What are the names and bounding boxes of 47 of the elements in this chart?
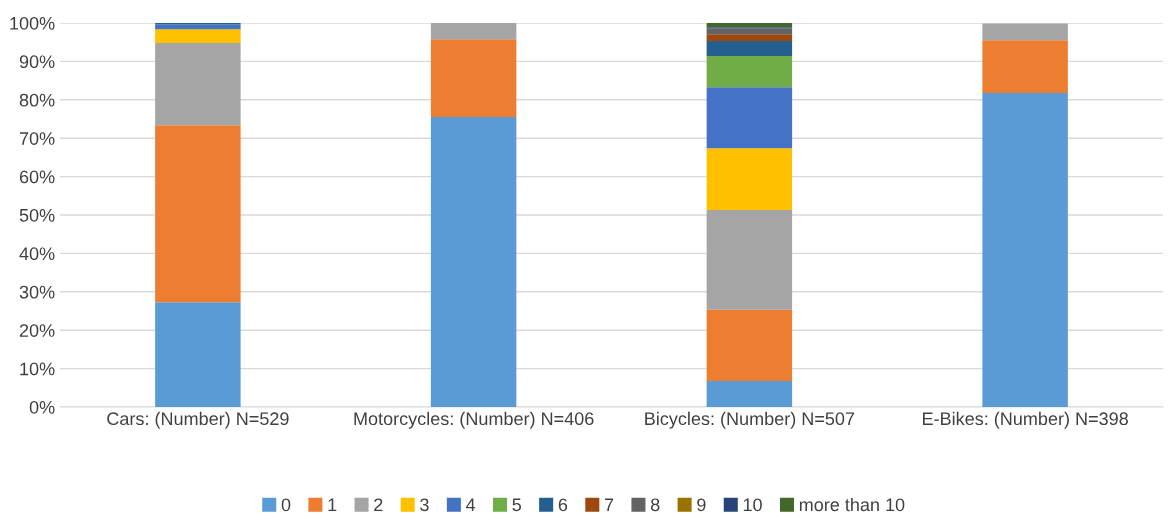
bar	[706, 56, 793, 88]
y-tick-label: 20%	[19, 324, 55, 337]
bar	[430, 23, 517, 40]
legend-label: more than 10	[799, 497, 905, 512]
x-tick-label: Motorcycles: (Number) N=406	[354, 411, 594, 429]
legend-label: 4	[466, 498, 476, 511]
bar	[982, 40, 1068, 93]
bar	[706, 23, 793, 28]
y-tick-label: 100%	[10, 16, 55, 30]
legend-label: 1	[328, 498, 337, 511]
bar	[982, 92, 1068, 407]
bar	[706, 87, 793, 149]
y-tick-label: 10%	[20, 362, 55, 376]
y-tick-label: 0%	[29, 400, 55, 414]
bar	[706, 41, 793, 57]
y-tick-label: 80%	[19, 93, 55, 107]
legend-label: 3	[420, 498, 429, 512]
x-tick-label: Cars: (Number) N=529	[107, 411, 289, 429]
legend-label: 0	[281, 498, 291, 512]
legend-label: 8	[650, 498, 660, 512]
bar	[155, 125, 241, 303]
legend-label: 5	[512, 498, 522, 512]
x-tick-label: E-Bikes: (Number) N=398	[923, 411, 1128, 429]
bar	[706, 210, 793, 310]
legend-label: 10	[743, 498, 762, 512]
bar	[155, 302, 241, 407]
bar	[155, 42, 241, 126]
legend-label: 2	[374, 498, 383, 511]
x-tick-label: Bicycles: (Number) N=507	[645, 411, 855, 429]
legend-label: 6	[558, 498, 568, 512]
bar	[430, 39, 517, 118]
bar	[706, 309, 793, 381]
bar	[706, 28, 793, 35]
y-tick-label: 60%	[19, 170, 55, 184]
y-tick-label: 70%	[19, 132, 55, 145]
bar	[706, 34, 793, 42]
bar	[155, 29, 241, 43]
bar	[706, 380, 793, 407]
bar	[982, 23, 1068, 41]
bar	[430, 117, 517, 407]
y-tick-label: 40%	[19, 247, 55, 261]
y-tick-label: 50%	[19, 208, 55, 222]
y-tick-label: 30%	[19, 285, 55, 299]
bar	[706, 148, 793, 211]
y-tick-label: 90%	[19, 55, 55, 69]
legend-label: 9	[697, 498, 706, 512]
legend-label: 7	[604, 498, 614, 511]
